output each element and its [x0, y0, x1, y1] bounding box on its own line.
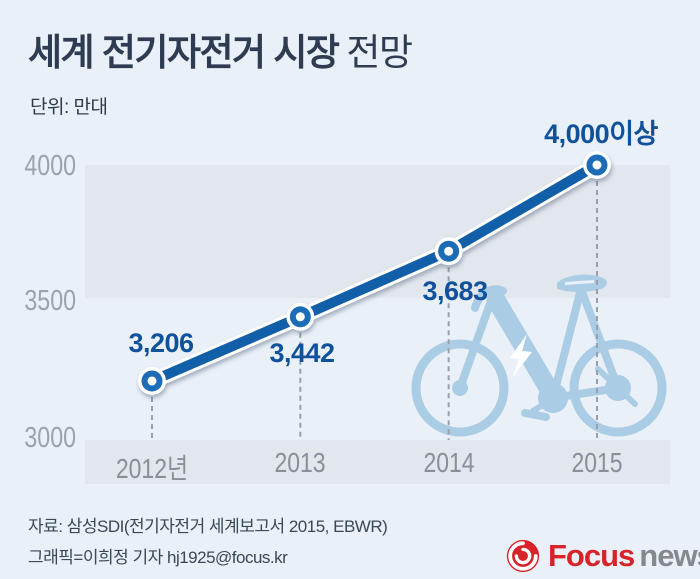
x-label-2015: 2015: [571, 447, 623, 478]
value-label-2015: 4,000이상: [544, 119, 658, 149]
value-label-2014: 3,683: [422, 276, 488, 306]
page-title-strong: 세계 전기자전거 시장: [28, 32, 340, 73]
y-axis-tick-4000: 4000: [24, 150, 76, 182]
page-title: 세계 전기자전거 시장 전망: [28, 22, 668, 76]
focus-logo-text-secondary: news: [639, 538, 700, 573]
focus-logo-swirl-icon: [506, 539, 540, 573]
focus-news-logo: Focus news: [504, 536, 700, 576]
x-label-2012: 2012년: [115, 453, 189, 484]
value-label-2013: 3,442: [269, 338, 335, 368]
x-axis-band: [85, 440, 670, 484]
x-label-2013: 2013: [274, 447, 326, 478]
focus-logo-text-primary: Focus: [548, 538, 635, 573]
footer-credit: 그래픽=이희정 기자 hj1925@focus.kr: [28, 548, 288, 567]
trend-line: [138, 151, 611, 395]
value-label-2012: 3,206: [128, 328, 194, 358]
ebike-icon: [411, 274, 667, 437]
droplines: [151, 181, 598, 440]
lightning-bolt-icon: [510, 334, 532, 378]
y-axis-tick-3500: 3500: [24, 285, 76, 317]
footer-source: 자료: 삼성SDI(전기자전거 세계보고서 2015, EBWR): [28, 517, 388, 536]
y-axis-tick-3000: 3000: [24, 422, 76, 454]
x-label-2014: 2014: [423, 447, 475, 478]
page-title-light: 전망: [346, 32, 413, 73]
unit-label: 단위: 만대: [30, 97, 108, 118]
